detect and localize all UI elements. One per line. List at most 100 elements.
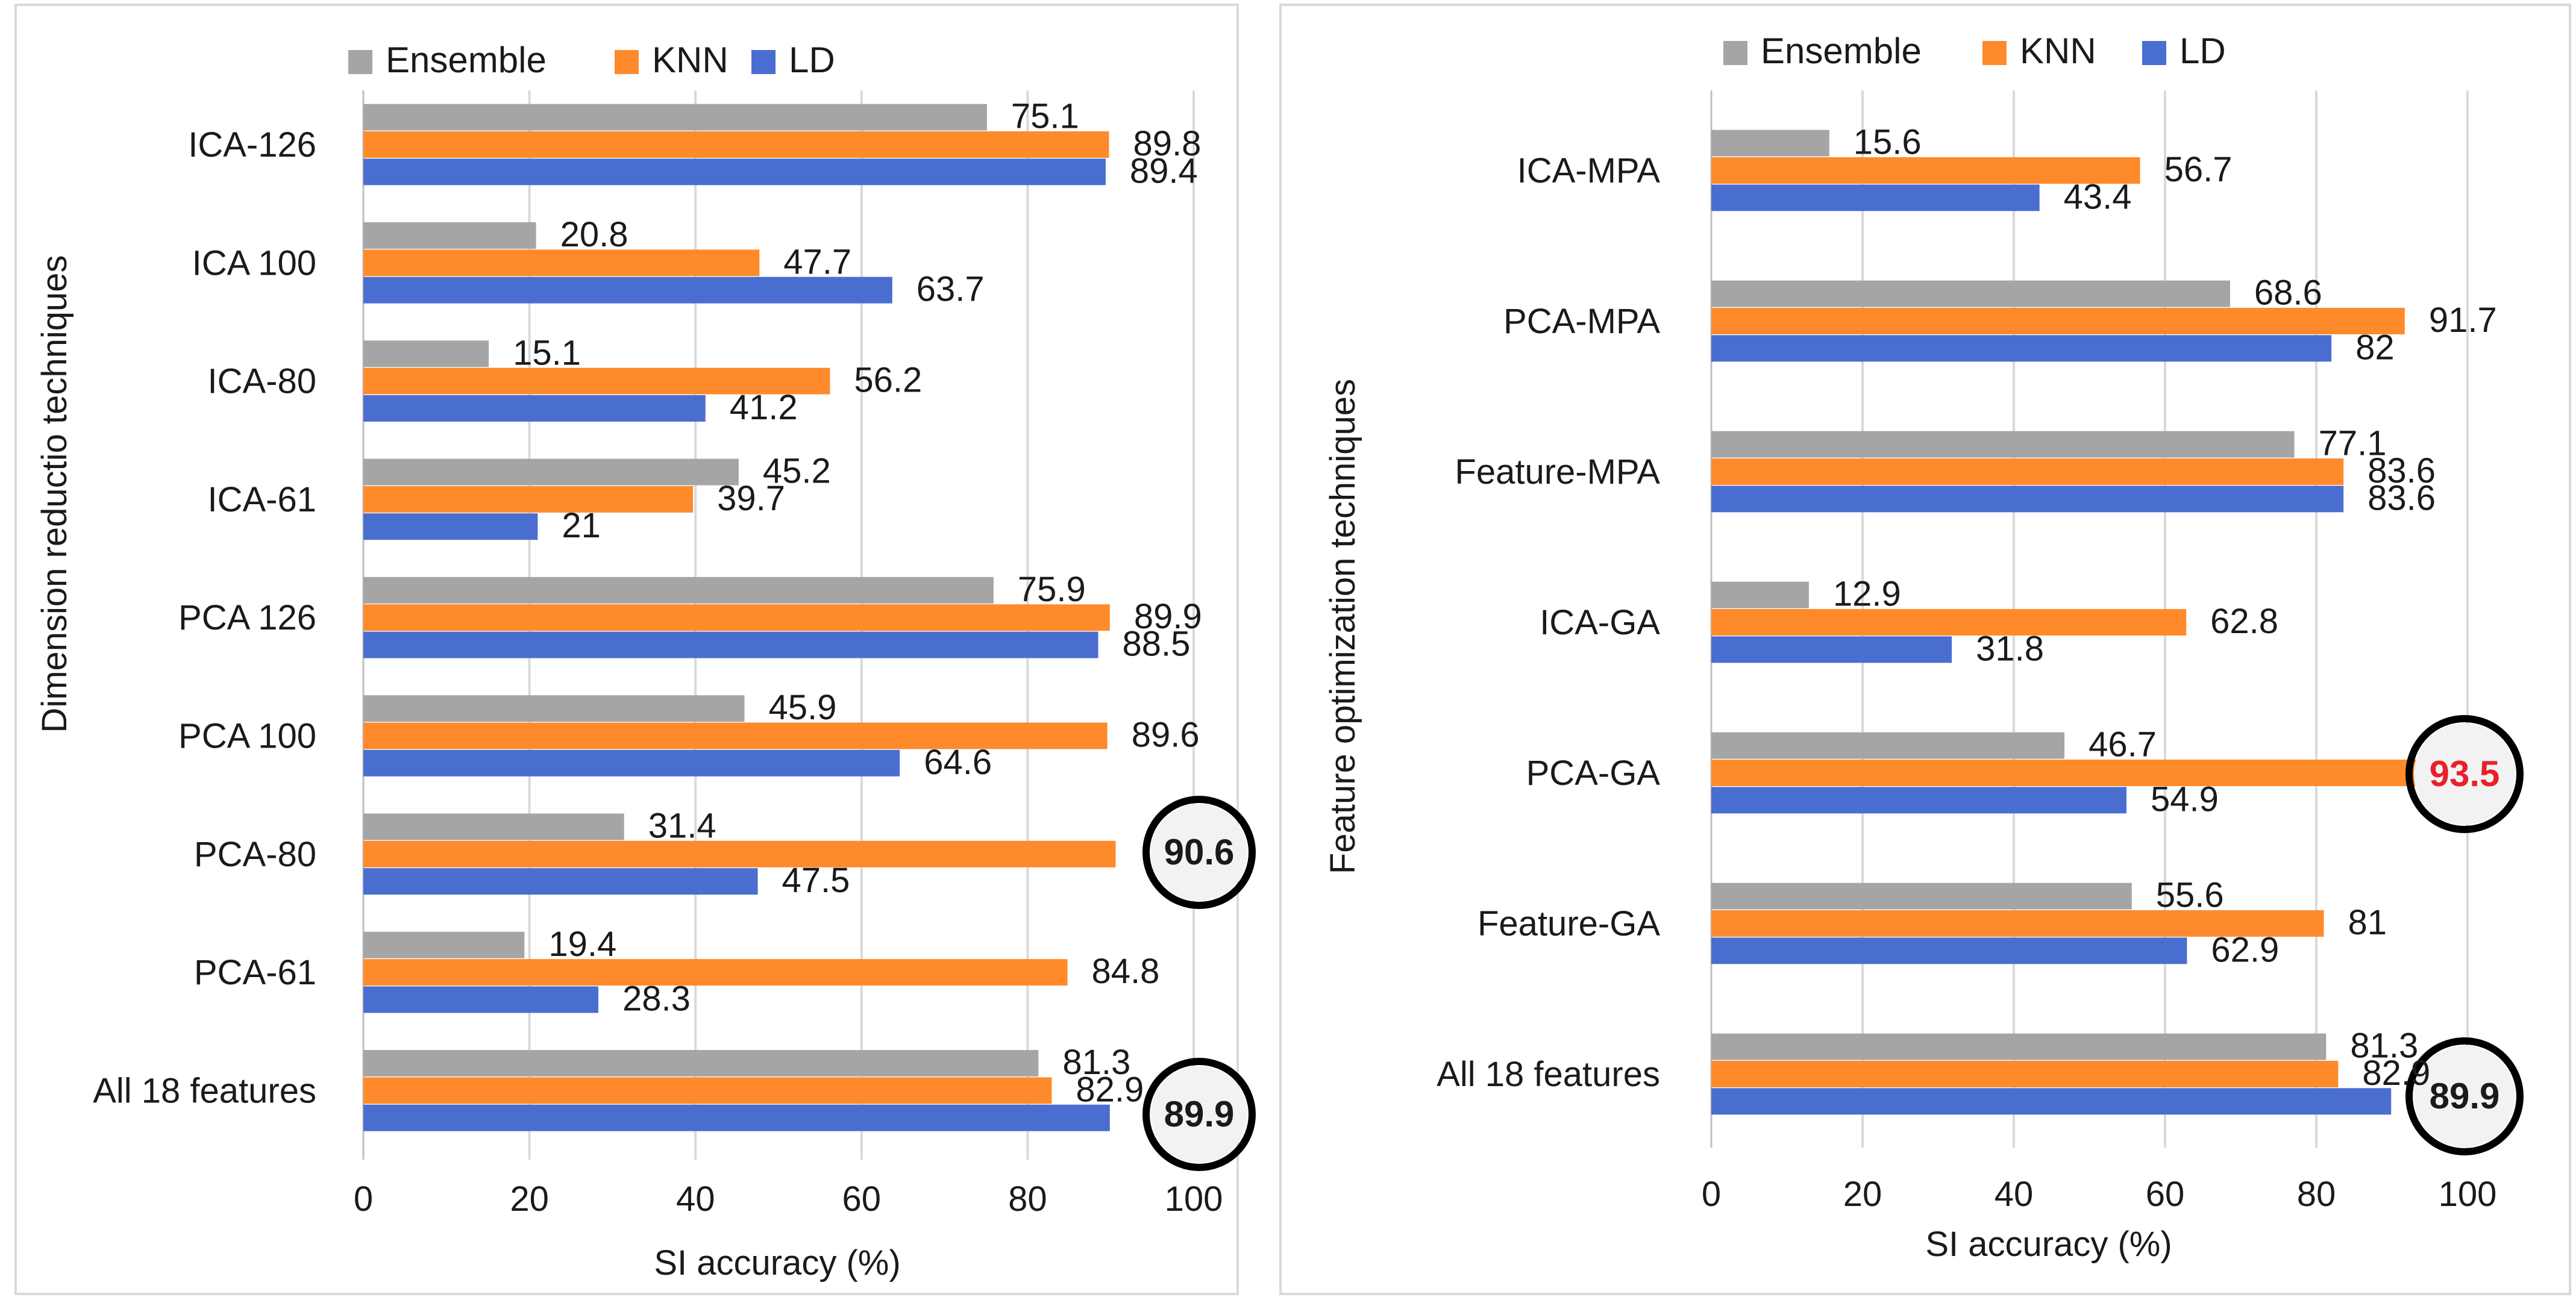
- left-highlight-fill: [1151, 804, 1247, 901]
- right-bar-ld-pca-ga: [1711, 787, 2126, 814]
- right-category-label: ICA-MPA: [1517, 151, 1661, 190]
- right-bar-knn-all-18-features: [1711, 1061, 2339, 1087]
- right-data-label: 55.6: [2156, 876, 2224, 915]
- left-data-label: 89.9: [1134, 597, 1202, 636]
- left-bar-ld-ica-61: [363, 513, 538, 540]
- right-x-tick-label: 20: [1843, 1175, 1882, 1214]
- right-data-label: 82: [2355, 328, 2395, 367]
- left-category-label: All 18 features: [93, 1071, 316, 1110]
- left-data-label: 88.5: [1123, 625, 1191, 664]
- right-y-axis-title: Feature optimization techniques: [1323, 379, 1362, 874]
- left-bar-knn-pca-80: [363, 840, 1116, 867]
- left-data-label: 47.7: [783, 242, 851, 281]
- left-bar-ld-ica-100: [363, 276, 892, 304]
- left-highlight-circle: [1142, 796, 1256, 909]
- right-legend-label-ld: LD: [2180, 31, 2226, 71]
- left-category-label: ICA-80: [207, 362, 316, 401]
- right-data-label: 81: [2348, 903, 2387, 942]
- right-highlight-fill: [2414, 723, 2515, 825]
- right-data-label: 15.6: [1854, 123, 1922, 162]
- left-x-tick-label: 40: [676, 1179, 715, 1219]
- right-data-label: 83.6: [2368, 451, 2436, 490]
- left-x-axis-title: SI accuracy (%): [654, 1243, 900, 1282]
- left-bar-knn-pca-126: [363, 604, 1110, 631]
- left-legend-swatch-knn: [615, 50, 639, 74]
- right-bar-ld-ica-mpa: [1711, 184, 2040, 211]
- left-x-tick-label: 0: [354, 1179, 373, 1219]
- left-bar-ld-pca-100: [363, 749, 900, 776]
- right-data-label: 31.8: [1976, 629, 2044, 668]
- left-data-label: 19.4: [548, 925, 616, 964]
- right-data-label: 82.9: [2362, 1054, 2430, 1093]
- left-data-label: 63.7: [917, 270, 985, 309]
- right-data-label: 89.9: [2430, 1076, 2500, 1116]
- right-chart: Feature optimization techniques SI accur…: [1323, 31, 2524, 1264]
- left-data-label: 82.9: [1076, 1070, 1144, 1109]
- left-data-label: 56.2: [854, 361, 922, 400]
- left-bar-ensemble-ica-80: [363, 340, 489, 367]
- left-category-label: PCA 126: [178, 598, 316, 637]
- left-bar-ld-pca-126: [363, 631, 1098, 658]
- right-legend-label-ensemble: Ensemble: [1761, 31, 1922, 71]
- right-legend-swatch-ensemble: [1723, 41, 1747, 65]
- left-data-label: 39.7: [717, 479, 785, 518]
- left-legend-label-ensemble: Ensemble: [386, 40, 547, 80]
- right-bar-ensemble-feature-ga: [1711, 883, 2132, 910]
- right-x-tick-label: 60: [2146, 1175, 2185, 1214]
- left-bar-ld-ica-126: [363, 158, 1106, 186]
- left-bar-ld-pca-80: [363, 868, 758, 895]
- left-legend-swatch-ensemble: [348, 50, 372, 74]
- left-x-tick-label: 100: [1165, 1179, 1223, 1219]
- right-bar-knn-pca-mpa: [1711, 308, 2405, 334]
- right-bar-ensemble-pca-ga: [1711, 732, 2065, 759]
- right-x-axis-title: SI accuracy (%): [1925, 1225, 2172, 1264]
- right-data-label: 56.7: [2164, 150, 2233, 189]
- left-data-label: 84.8: [1092, 952, 1160, 991]
- left-category-label: PCA-80: [194, 835, 316, 874]
- left-bar-knn-ica-80: [363, 367, 830, 395]
- left-category-label: ICA-61: [207, 480, 316, 519]
- right-data-label: 62.9: [2211, 930, 2279, 969]
- left-highlight-circle: [1142, 1058, 1256, 1171]
- right-bar-ld-feature-mpa: [1711, 486, 2344, 513]
- right-category-label: Feature-GA: [1478, 904, 1660, 943]
- right-data-label: 62.8: [2210, 602, 2278, 641]
- right-bar-ensemble-ica-ga: [1711, 581, 1809, 608]
- right-category-label: ICA-GA: [1540, 603, 1660, 642]
- left-y-axis-title: Dimension reductio techniques: [35, 255, 74, 733]
- left-data-label: 31.4: [648, 806, 716, 845]
- left-x-tick-label: 80: [1008, 1179, 1047, 1219]
- right-highlight-circle: [2405, 1037, 2524, 1155]
- left-legend-label-knn: KNN: [652, 40, 729, 80]
- left-data-label: 45.2: [763, 452, 831, 491]
- right-data-label: 68.6: [2254, 273, 2322, 313]
- left-bar-ld-all-18-features: [363, 1104, 1110, 1131]
- left-data-label: 89.8: [1133, 124, 1201, 163]
- left-data-label: 90.6: [1164, 832, 1235, 872]
- right-bar-ensemble-feature-mpa: [1711, 431, 2295, 458]
- left-bar-ensemble-ica-100: [363, 222, 536, 249]
- left-bar-ensemble-ica-126: [363, 104, 987, 131]
- right-category-label: PCA-MPA: [1503, 302, 1660, 341]
- left-data-label: 20.8: [560, 215, 628, 254]
- right-bar-ld-pca-mpa: [1711, 335, 2332, 362]
- left-category-label: ICA-126: [188, 125, 316, 164]
- left-bar-knn-pca-61: [363, 959, 1068, 986]
- right-data-label: 81.3: [2350, 1026, 2418, 1066]
- left-data-label: 81.3: [1062, 1043, 1130, 1082]
- right-legend-swatch-knn: [1982, 41, 2007, 65]
- right-bar-ld-ica-ga: [1711, 636, 1952, 663]
- right-bar-ensemble-pca-mpa: [1711, 280, 2230, 307]
- right-data-label: 43.4: [2064, 177, 2132, 216]
- right-bar-ensemble-ica-mpa: [1711, 130, 1829, 157]
- right-bar-knn-feature-mpa: [1711, 458, 2344, 485]
- right-data-label: 93.5: [2430, 754, 2500, 794]
- right-category-label: Feature-MPA: [1455, 452, 1660, 492]
- left-bar-ensemble-all-18-features: [363, 1050, 1039, 1077]
- right-legend-label-knn: KNN: [2020, 31, 2096, 71]
- left-data-label: 75.9: [1018, 570, 1086, 609]
- left-x-tick-label: 60: [842, 1179, 882, 1219]
- left-data-label: 47.5: [782, 861, 850, 900]
- left-bar-ld-pca-61: [363, 986, 598, 1013]
